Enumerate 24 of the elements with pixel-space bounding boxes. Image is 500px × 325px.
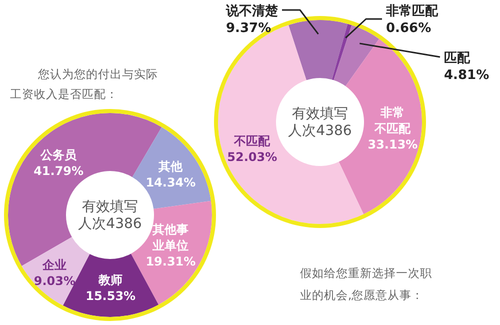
text: 假如给您重新选择一次职业的机会,您愿意从事： bbox=[300, 266, 432, 302]
data-label: 41.79% bbox=[34, 164, 84, 178]
slice-label: 非常匹配 bbox=[385, 4, 439, 19]
text: 有效填写人次4386 bbox=[78, 199, 142, 232]
text: 有效填写人次4386 bbox=[288, 106, 352, 139]
slice-label: 匹配 bbox=[444, 51, 471, 66]
data-label: 4.81% bbox=[444, 68, 490, 83]
slice-label: 其他 bbox=[158, 159, 184, 174]
data-label: 9.37% bbox=[226, 21, 272, 36]
data-label: 14.34% bbox=[146, 175, 196, 190]
slice-label: 教师 bbox=[98, 273, 123, 287]
data-label: 33.13% bbox=[368, 137, 418, 152]
slice-label: 企业 bbox=[42, 258, 67, 272]
data-label: 9.03% bbox=[34, 274, 76, 288]
slice-label: 不匹配 bbox=[233, 134, 272, 148]
slice-label: 说不清楚 bbox=[225, 4, 279, 19]
data-label: 19.31% bbox=[146, 254, 196, 269]
data-label: 15.53% bbox=[86, 289, 136, 303]
text: 您认为您的付出与实际工资收入是否匹配： bbox=[10, 67, 158, 101]
data-label: 52.03% bbox=[227, 150, 278, 164]
slice-label: 公务员 bbox=[40, 148, 78, 162]
slice-label: 其他事业单位 bbox=[152, 222, 189, 253]
slice-label: 非常不匹配 bbox=[374, 105, 412, 136]
data-label: 0.66% bbox=[386, 21, 432, 36]
